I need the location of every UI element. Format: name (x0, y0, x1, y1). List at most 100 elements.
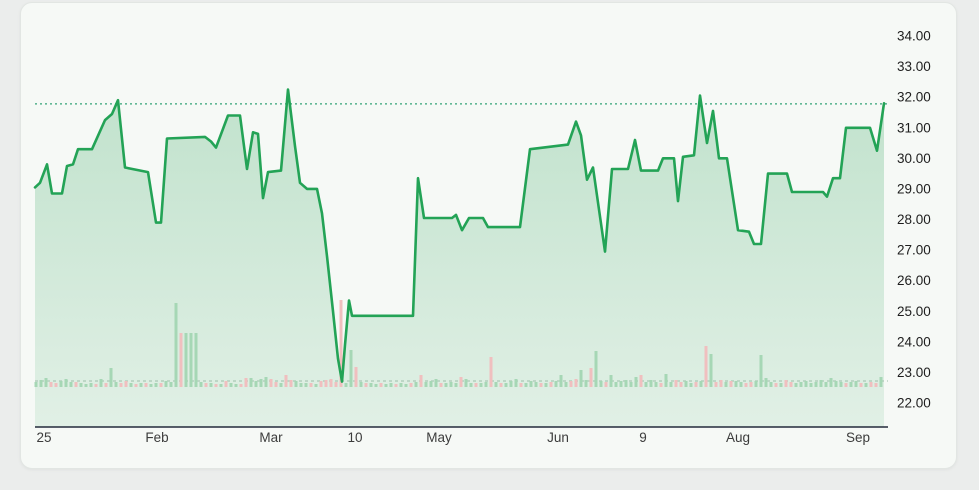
volume-bar (99, 379, 103, 387)
volume-bar (399, 383, 403, 387)
volume-bar (169, 382, 173, 387)
volume-bar (754, 381, 758, 387)
volume-bar (404, 384, 408, 387)
volume-bar (704, 346, 708, 387)
volume-bar (689, 383, 693, 387)
volume-bar (784, 380, 788, 387)
volume-bar (869, 382, 873, 387)
volume-bar (714, 382, 718, 387)
volume-bar (294, 381, 298, 387)
volume-bar (594, 351, 598, 387)
volume-bar (819, 380, 823, 387)
volume-bar (509, 381, 513, 387)
volume-bar (104, 383, 108, 387)
volume-bar (59, 381, 63, 387)
volume-bar (419, 375, 423, 387)
volume-bar (234, 384, 238, 387)
volume-bar (379, 383, 383, 387)
volume-bar (199, 382, 203, 387)
volume-bar (699, 381, 703, 387)
y-tick-label: 29.00 (897, 181, 931, 196)
volume-bar (579, 370, 583, 387)
x-tick-label: Jun (547, 430, 569, 445)
volume-bar (464, 379, 468, 387)
volume-bar (824, 382, 828, 387)
volume-bar (544, 383, 548, 387)
volume-bar (134, 384, 138, 387)
volume-bar (369, 383, 373, 387)
volume-bar (319, 381, 323, 387)
volume-bar (779, 383, 783, 387)
volume-bar (809, 383, 813, 387)
volume-bar (484, 382, 488, 387)
volume-bar (259, 379, 263, 387)
y-tick-label: 24.00 (897, 334, 931, 349)
volume-bar (189, 333, 193, 387)
y-tick-label: 34.00 (897, 29, 931, 44)
y-tick-label: 27.00 (897, 243, 931, 258)
volume-bar (359, 382, 363, 387)
volume-bar (619, 381, 623, 387)
volume-bar (609, 375, 613, 387)
volume-bar (839, 382, 843, 387)
volume-bar (409, 383, 413, 387)
volume-bar (229, 383, 233, 387)
volume-bar (649, 380, 653, 387)
volume-bar (354, 367, 358, 387)
x-tick-label: Feb (145, 430, 168, 445)
volume-bar (584, 380, 588, 387)
volume-bar (474, 383, 478, 387)
volume-bar (364, 383, 368, 387)
x-tick-label: Sep (846, 430, 870, 445)
volume-bar (74, 382, 78, 387)
volume-bar (49, 382, 53, 387)
volume-bar (249, 378, 253, 387)
x-tick-label: 9 (639, 430, 647, 445)
volume-bar (519, 383, 523, 387)
volume-bar (554, 381, 558, 387)
volume-bar (694, 382, 698, 387)
volume-bar (159, 383, 163, 387)
y-tick-label: 30.00 (897, 151, 931, 166)
volume-bar (94, 384, 98, 387)
volume-bar (854, 381, 858, 387)
volume-bar (804, 381, 808, 387)
volume-bar (209, 383, 213, 387)
volume-bar (514, 379, 518, 387)
volume-bar (799, 382, 803, 387)
volume-bar (309, 383, 313, 387)
x-tick-label: May (426, 430, 452, 445)
volume-bar (589, 368, 593, 387)
volume-bar (494, 382, 498, 387)
volume-bar (859, 383, 863, 387)
volume-bar (129, 383, 133, 387)
volume-bar (214, 384, 218, 387)
volume-bar (879, 377, 883, 387)
volume-bar (569, 381, 573, 387)
volume-bar (384, 384, 388, 387)
volume-bar (119, 383, 123, 387)
volume-bar (299, 383, 303, 387)
volume-bar (69, 382, 73, 387)
volume-bar (454, 383, 458, 387)
x-tick-label: 10 (347, 430, 362, 445)
volume-bar (344, 383, 348, 387)
volume-bar (759, 355, 763, 387)
volume-bar (534, 382, 538, 387)
volume-bar (794, 383, 798, 387)
volume-bar (469, 383, 473, 387)
volume-bar (254, 381, 258, 387)
volume-bar (194, 333, 198, 387)
volume-bar (444, 383, 448, 387)
volume-bar (829, 378, 833, 387)
volume-bar (449, 382, 453, 387)
y-tick-label: 26.00 (897, 273, 931, 288)
volume-bar (164, 381, 168, 387)
volume-bar (179, 333, 183, 387)
volume-bar (334, 382, 338, 387)
volume-bar (604, 382, 608, 387)
volume-bar (264, 377, 268, 387)
volume-bar (219, 384, 223, 387)
